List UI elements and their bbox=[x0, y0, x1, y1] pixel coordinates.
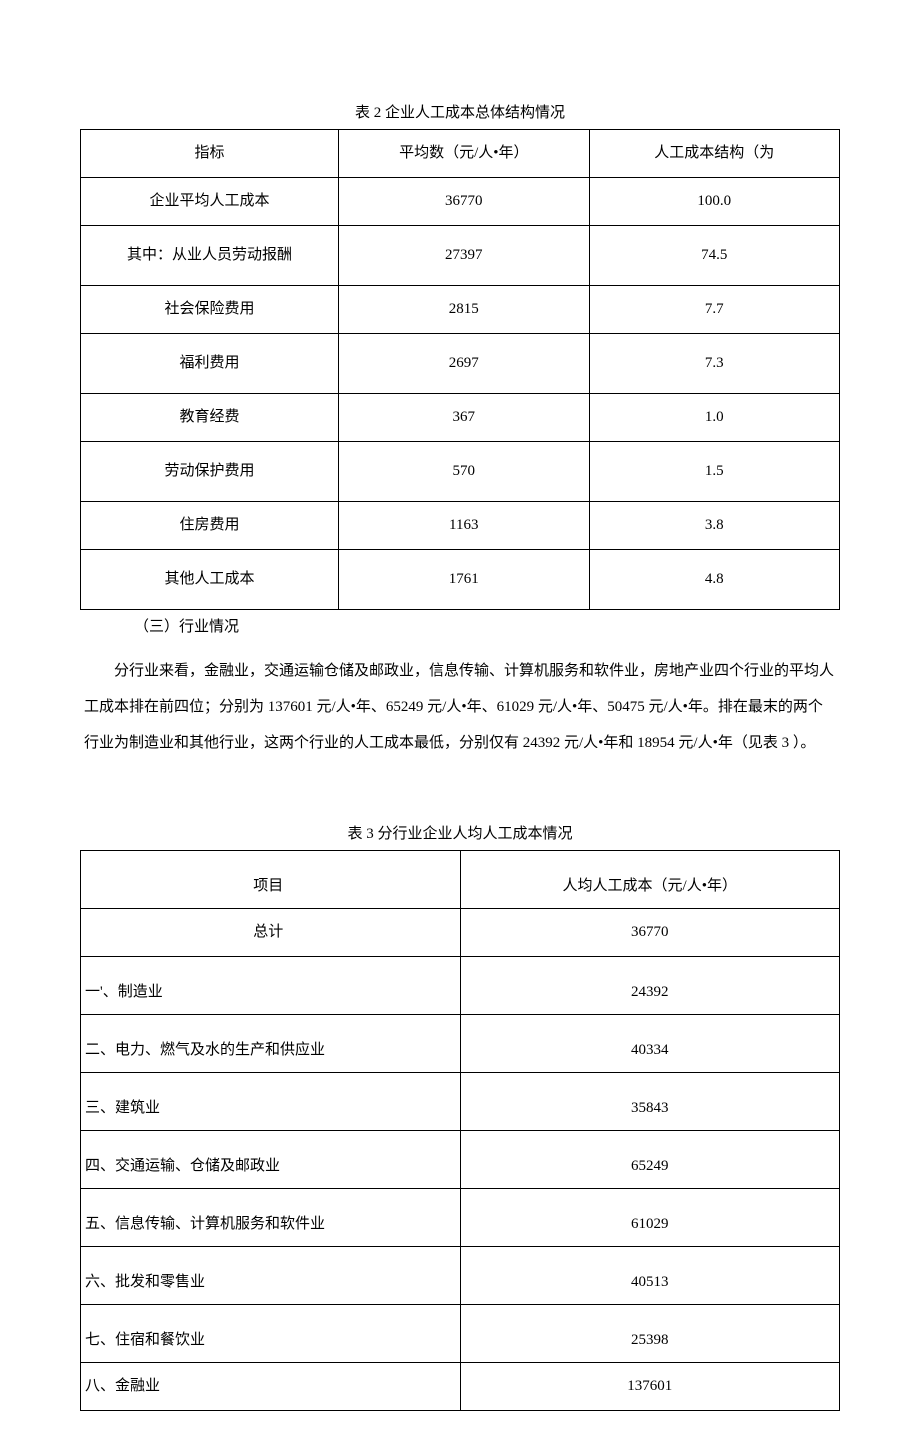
table2-h-c3: 人工成本结构（为 bbox=[589, 130, 839, 178]
cell: 其他人工成本 bbox=[81, 550, 339, 610]
cell: 四、交通运输、仓储及邮政业 bbox=[81, 1131, 461, 1189]
cell: 总计 bbox=[81, 909, 461, 957]
cell: 25398 bbox=[460, 1305, 840, 1363]
cell: 2697 bbox=[339, 334, 589, 394]
cell: 劳动保护费用 bbox=[81, 442, 339, 502]
cell: 一'、制造业 bbox=[81, 957, 461, 1015]
cell: 1163 bbox=[339, 502, 589, 550]
section3-heading: （三）行业情况 bbox=[80, 614, 840, 641]
cell: 27397 bbox=[339, 226, 589, 286]
table3-total-row: 总计 36770 bbox=[81, 909, 840, 957]
cell: 570 bbox=[339, 442, 589, 502]
table-row: 教育经费 367 1.0 bbox=[81, 394, 840, 442]
table2-h-c1: 指标 bbox=[81, 130, 339, 178]
industry-paragraph: 分行业来看，金融业，交通运输仓储及邮政业，信息传输、计算机服务和软件业，房地产业… bbox=[80, 653, 840, 761]
table-row: 其他人工成本 1761 4.8 bbox=[81, 550, 840, 610]
cell: 35843 bbox=[460, 1073, 840, 1131]
cell: 40334 bbox=[460, 1015, 840, 1073]
cell: 7.3 bbox=[589, 334, 839, 394]
cell: 100.0 bbox=[589, 178, 839, 226]
table-row: 八、金融业 137601 bbox=[81, 1363, 840, 1411]
table-row: 住房费用 1163 3.8 bbox=[81, 502, 840, 550]
cell: 住房费用 bbox=[81, 502, 339, 550]
table-row: 六、批发和零售业 40513 bbox=[81, 1247, 840, 1305]
cell: 137601 bbox=[460, 1363, 840, 1411]
table-row: 四、交通运输、仓储及邮政业 65249 bbox=[81, 1131, 840, 1189]
table-row: 二、电力、燃气及水的生产和供应业 40334 bbox=[81, 1015, 840, 1073]
cell: 教育经费 bbox=[81, 394, 339, 442]
cell: 其中：从业人员劳动报酬 bbox=[81, 226, 339, 286]
table2-header-row: 指标 平均数（元/人•年） 人工成本结构（为 bbox=[81, 130, 840, 178]
cell: 3.8 bbox=[589, 502, 839, 550]
cell: 367 bbox=[339, 394, 589, 442]
cell: 36770 bbox=[339, 178, 589, 226]
cell: 福利费用 bbox=[81, 334, 339, 394]
cell: 4.8 bbox=[589, 550, 839, 610]
cell: 7.7 bbox=[589, 286, 839, 334]
cell: 三、建筑业 bbox=[81, 1073, 461, 1131]
cell: 1.0 bbox=[589, 394, 839, 442]
table-row: 企业平均人工成本 36770 100.0 bbox=[81, 178, 840, 226]
table3-header-row: 项目 人均人工成本（元/人•年） bbox=[81, 851, 840, 909]
cell: 社会保险费用 bbox=[81, 286, 339, 334]
table3-h-c1: 项目 bbox=[81, 851, 461, 909]
table2: 指标 平均数（元/人•年） 人工成本结构（为 企业平均人工成本 36770 10… bbox=[80, 129, 840, 610]
table2-h-c2: 平均数（元/人•年） bbox=[339, 130, 589, 178]
cell: 八、金融业 bbox=[81, 1363, 461, 1411]
table3-h-c2: 人均人工成本（元/人•年） bbox=[460, 851, 840, 909]
table3: 项目 人均人工成本（元/人•年） 总计 36770 一'、制造业 24392 二… bbox=[80, 850, 840, 1411]
cell: 24392 bbox=[460, 957, 840, 1015]
cell: 36770 bbox=[460, 909, 840, 957]
cell: 40513 bbox=[460, 1247, 840, 1305]
cell: 五、信息传输、计算机服务和软件业 bbox=[81, 1189, 461, 1247]
cell: 二、电力、燃气及水的生产和供应业 bbox=[81, 1015, 461, 1073]
table2-title: 表 2 企业人工成本总体结构情况 bbox=[80, 100, 840, 127]
table-row: 三、建筑业 35843 bbox=[81, 1073, 840, 1131]
table-row: 五、信息传输、计算机服务和软件业 61029 bbox=[81, 1189, 840, 1247]
cell: 七、住宿和餐饮业 bbox=[81, 1305, 461, 1363]
table-row: 一'、制造业 24392 bbox=[81, 957, 840, 1015]
cell: 企业平均人工成本 bbox=[81, 178, 339, 226]
table-row: 七、住宿和餐饮业 25398 bbox=[81, 1305, 840, 1363]
cell: 74.5 bbox=[589, 226, 839, 286]
table-row: 社会保险费用 2815 7.7 bbox=[81, 286, 840, 334]
cell: 2815 bbox=[339, 286, 589, 334]
cell: 1761 bbox=[339, 550, 589, 610]
table-row: 劳动保护费用 570 1.5 bbox=[81, 442, 840, 502]
cell: 1.5 bbox=[589, 442, 839, 502]
cell: 65249 bbox=[460, 1131, 840, 1189]
cell: 61029 bbox=[460, 1189, 840, 1247]
table3-title: 表 3 分行业企业人均人工成本情况 bbox=[80, 821, 840, 848]
table-row: 其中：从业人员劳动报酬 27397 74.5 bbox=[81, 226, 840, 286]
cell: 六、批发和零售业 bbox=[81, 1247, 461, 1305]
table-row: 福利费用 2697 7.3 bbox=[81, 334, 840, 394]
